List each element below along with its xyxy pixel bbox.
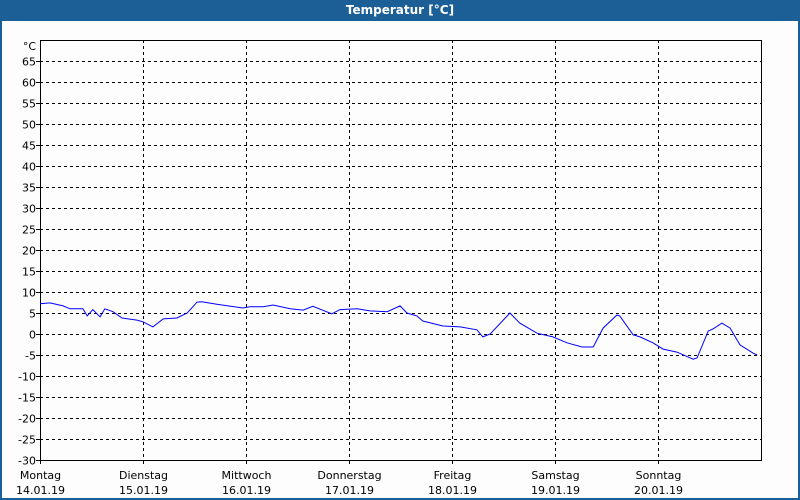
y-tick-label: -5 bbox=[25, 350, 36, 363]
x-date-label: 16.01.19 bbox=[222, 484, 271, 497]
x-day-label: Samstag bbox=[531, 469, 579, 482]
y-tick-label: 55 bbox=[22, 98, 36, 111]
x-date-label: 14.01.19 bbox=[16, 484, 65, 497]
y-tick-label: 0 bbox=[29, 329, 36, 342]
x-day-label: Freitag bbox=[434, 469, 472, 482]
y-tick-label: 10 bbox=[22, 287, 36, 300]
x-day-label: Mittwoch bbox=[222, 469, 272, 482]
temperature-series-line bbox=[39, 301, 758, 360]
y-tick-label: 65 bbox=[22, 56, 36, 69]
x-date-label: 17.01.19 bbox=[325, 484, 374, 497]
y-tick-label: -10 bbox=[18, 371, 36, 384]
y-tick-label: 5 bbox=[29, 308, 36, 321]
y-tick-label: 25 bbox=[22, 224, 36, 237]
x-date-label: 20.01.19 bbox=[634, 484, 683, 497]
plot-frame bbox=[40, 40, 762, 461]
x-day-label: Dienstag bbox=[119, 469, 168, 482]
y-tick-label: 20 bbox=[22, 245, 36, 258]
y-tick-label: -15 bbox=[18, 392, 36, 405]
x-day-label: Montag bbox=[20, 469, 61, 482]
y-tick-label: -30 bbox=[18, 455, 36, 468]
y-tick-label: 15 bbox=[22, 266, 36, 279]
y-tick-label: 30 bbox=[22, 203, 36, 216]
y-tick-label: 40 bbox=[22, 161, 36, 174]
x-date-label: 19.01.19 bbox=[531, 484, 580, 497]
x-date-label: 18.01.19 bbox=[428, 484, 477, 497]
y-tick-label: 50 bbox=[22, 119, 36, 132]
x-date-label: 15.01.19 bbox=[119, 484, 168, 497]
y-tick-label: -25 bbox=[18, 434, 36, 447]
y-axis-unit-label: °C bbox=[23, 40, 37, 53]
y-tick-label: 45 bbox=[22, 140, 36, 153]
y-tick-label: -20 bbox=[18, 413, 36, 426]
x-day-label: Donnerstag bbox=[317, 469, 381, 482]
y-tick-label: 35 bbox=[22, 182, 36, 195]
y-tick-label: 60 bbox=[22, 77, 36, 90]
x-day-label: Sonntag bbox=[636, 469, 682, 482]
window-title: Temperatur [°C] bbox=[0, 0, 800, 21]
